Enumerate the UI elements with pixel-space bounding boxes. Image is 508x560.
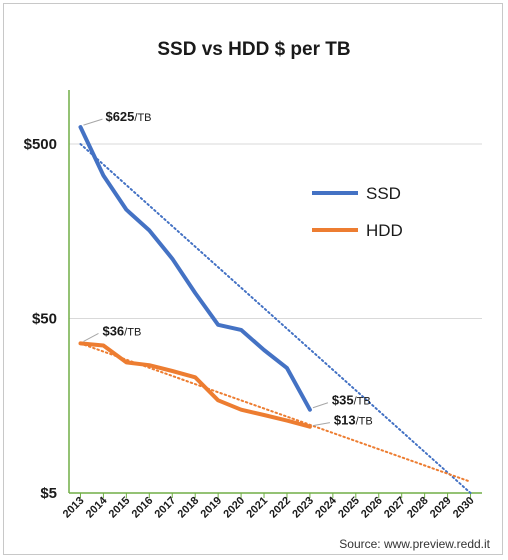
y-tick-label: $50 bbox=[32, 311, 57, 328]
annotation-leader bbox=[312, 402, 329, 409]
annotation-label: $625/TB bbox=[105, 109, 151, 124]
gridlines bbox=[69, 143, 482, 319]
x-tick-label: 2018 bbox=[176, 495, 202, 521]
x-tick-label: 2023 bbox=[290, 495, 316, 521]
x-tick-label: 2022 bbox=[267, 495, 293, 521]
annotation-unit: /TB bbox=[354, 396, 371, 408]
x-tick-label: 2030 bbox=[451, 495, 477, 521]
annotation-leader bbox=[312, 422, 331, 427]
annotation-value: $36 bbox=[102, 323, 124, 338]
y-tick-label: $500 bbox=[24, 136, 57, 153]
annotation-leader bbox=[83, 118, 103, 126]
annotation-unit: /TB bbox=[124, 326, 141, 338]
x-tick-label: 2025 bbox=[336, 495, 362, 521]
axes bbox=[68, 90, 482, 498]
legend-hdd-label: HDD bbox=[366, 221, 403, 240]
x-tick-label: 2024 bbox=[313, 494, 339, 520]
annotation-leader bbox=[83, 332, 99, 342]
legend-ssd-label: SSD bbox=[366, 184, 401, 203]
annotation-value: $35 bbox=[332, 393, 354, 408]
series-line-hdd bbox=[78, 341, 312, 429]
annotation-label: $35/TB bbox=[332, 393, 371, 408]
x-tick-label: 2027 bbox=[382, 495, 408, 521]
x-tick-label: 2021 bbox=[244, 495, 270, 521]
x-tick-label: 2016 bbox=[130, 495, 156, 521]
annotation-value: $625 bbox=[105, 109, 134, 124]
x-tick-labels: 2013201420152016201720182019202020212022… bbox=[61, 494, 477, 520]
annotation-label: $13/TB bbox=[334, 413, 373, 428]
y-tick-label: $5 bbox=[40, 485, 57, 502]
x-tick-label: 2026 bbox=[359, 495, 385, 521]
y-tick-labels: $5 $50 $500 bbox=[24, 136, 57, 502]
legend: SSD HDD bbox=[312, 184, 403, 240]
x-tick-label: 2017 bbox=[153, 495, 179, 521]
annotation-label: $36/TB bbox=[102, 323, 141, 338]
x-tick-label: 2013 bbox=[61, 495, 87, 521]
series-lines bbox=[78, 125, 312, 429]
annotations: $625/TB$35/TB$36/TB$13/TB bbox=[83, 109, 373, 428]
x-tick-label: 2015 bbox=[107, 495, 133, 521]
x-tick-label: 2020 bbox=[221, 495, 247, 521]
annotation-unit: /TB bbox=[134, 112, 151, 124]
annotation-unit: /TB bbox=[356, 416, 373, 428]
x-tick-label: 2029 bbox=[428, 495, 454, 521]
x-tick-label: 2028 bbox=[405, 495, 431, 521]
x-tick-label: 2019 bbox=[198, 495, 224, 521]
trendline-ssd bbox=[79, 143, 472, 494]
chart-title: SSD vs HDD $ per TB bbox=[157, 39, 350, 60]
series-line-ssd bbox=[78, 125, 312, 412]
x-tick-label: 2014 bbox=[84, 494, 110, 520]
source-text: Source: www.preview.redd.it bbox=[339, 537, 490, 551]
annotation-value: $13 bbox=[334, 413, 356, 428]
